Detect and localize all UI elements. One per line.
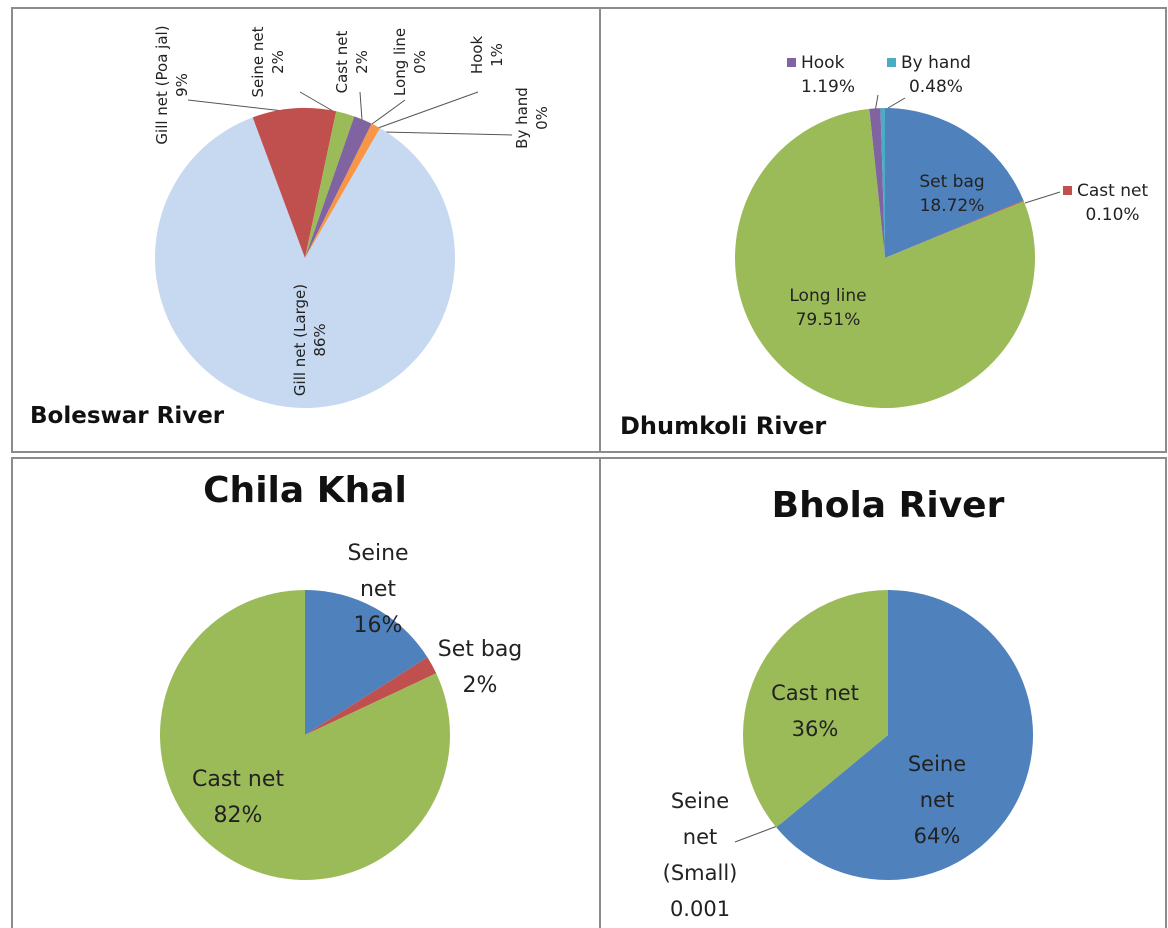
category-label: Cast net <box>1077 181 1149 201</box>
pie-slice <box>880 108 885 258</box>
pie-slice <box>305 123 380 258</box>
value-label: 18.72% <box>919 196 985 216</box>
category-label: Seine net <box>249 26 267 98</box>
slice-label: Cast net 36% <box>755 675 875 747</box>
value-label: 0% <box>533 106 551 130</box>
category-label: Seine net (Small) <box>662 789 738 885</box>
value-label: 1% <box>488 43 506 67</box>
slice-label: Hook 1.19% <box>801 51 855 99</box>
slice-label: Seine net 16% <box>343 536 413 644</box>
panel-borders <box>11 7 1167 928</box>
chart-title: Boleswar River <box>30 403 225 429</box>
category-label: Long line <box>789 286 867 306</box>
leader-line <box>371 99 406 125</box>
value-label: 9% <box>173 73 191 97</box>
pie-slice <box>305 590 428 735</box>
chart-title: Chila Khal <box>203 470 407 511</box>
value-label: 36% <box>791 717 839 741</box>
pie-slice <box>735 108 1035 408</box>
legend-swatch <box>1063 186 1072 195</box>
pie-slice <box>159 590 450 880</box>
value-label: 1.19% <box>801 77 856 97</box>
value-label: 2% <box>462 673 498 698</box>
pie-slice <box>252 108 337 258</box>
panel <box>599 457 1167 928</box>
category-label: Set bag <box>437 637 523 662</box>
slice-label: Set bag 18.72% <box>902 170 1002 218</box>
value-label: 82% <box>213 803 263 828</box>
pie-slice <box>869 108 885 259</box>
slice-label: Cast net 82% <box>178 762 298 834</box>
category-label: Seine net <box>907 752 967 812</box>
value-label: 0% <box>411 50 429 74</box>
leader-line <box>734 824 781 843</box>
leader-line <box>377 91 479 129</box>
slice-label: Seine net 64% <box>902 746 972 854</box>
value-label: 79.51% <box>795 310 861 330</box>
category-label: Hook <box>468 35 486 75</box>
category-label: Long line <box>391 27 409 97</box>
slice-label: Cast net 0.10% <box>1077 179 1148 227</box>
category-label: Cast net <box>191 767 285 792</box>
pie-slice <box>743 590 888 828</box>
pie-slice <box>885 108 1024 258</box>
slice-label: Seine net (Small) 0.001 <box>663 783 738 927</box>
category-label: By hand <box>513 87 531 149</box>
slice-label: Long line 79.51% <box>768 284 888 332</box>
chart-title: Bhola River <box>771 485 1005 526</box>
value-label: 16% <box>353 613 403 638</box>
category-label: Gill net (Large) <box>291 283 309 397</box>
slice-label: Gill net (Large) 86% <box>290 280 330 400</box>
category-label: Gill net (Poa jal) <box>153 25 171 145</box>
category-label: Hook <box>801 53 845 73</box>
category-label: Set bag <box>919 172 985 192</box>
category-label: By hand <box>901 53 971 73</box>
slice-label: Set bag 2% <box>425 632 535 704</box>
leader-line <box>359 91 363 121</box>
slice-label: Hook 1% <box>467 10 507 100</box>
pie-slice <box>305 116 372 259</box>
value-label: 0.48% <box>908 77 963 97</box>
legend-swatch <box>887 58 896 67</box>
slice-label: Cast net 2% <box>332 17 372 107</box>
leader-line <box>382 131 513 136</box>
pie-slice <box>155 117 455 409</box>
legend-swatch <box>787 58 796 67</box>
pie-slice <box>776 590 1033 880</box>
value-label: 2% <box>269 50 287 74</box>
value-label: 86% <box>311 323 329 357</box>
leader-line <box>187 99 293 113</box>
value-label: 64% <box>913 824 961 848</box>
leader-lines <box>187 91 1061 843</box>
leader-line <box>887 97 906 109</box>
value-label: 2% <box>353 50 371 74</box>
value-label: 0.001 <box>669 897 731 921</box>
chart-title: Dhumkoli River <box>620 412 827 440</box>
leader-line <box>1024 191 1061 204</box>
pie-slice <box>885 200 1024 258</box>
slice-label: By hand 0.48% <box>901 51 971 99</box>
slice-label: Seine net 2% <box>248 17 288 107</box>
pie-slice <box>305 657 437 735</box>
pie-slice <box>305 111 355 258</box>
category-label: Seine net <box>347 541 409 602</box>
slice-label: Long line 0% <box>390 17 430 107</box>
category-label: Cast net <box>333 30 351 94</box>
pie-slice <box>305 128 380 258</box>
slice-label: By hand 0% <box>512 73 552 163</box>
category-label: Cast net <box>771 681 859 705</box>
slice-label: Gill net (Poa jal) 9% <box>152 5 192 165</box>
pie-slice <box>776 735 888 828</box>
value-label: 0.10% <box>1085 205 1140 225</box>
panel <box>599 7 1167 453</box>
